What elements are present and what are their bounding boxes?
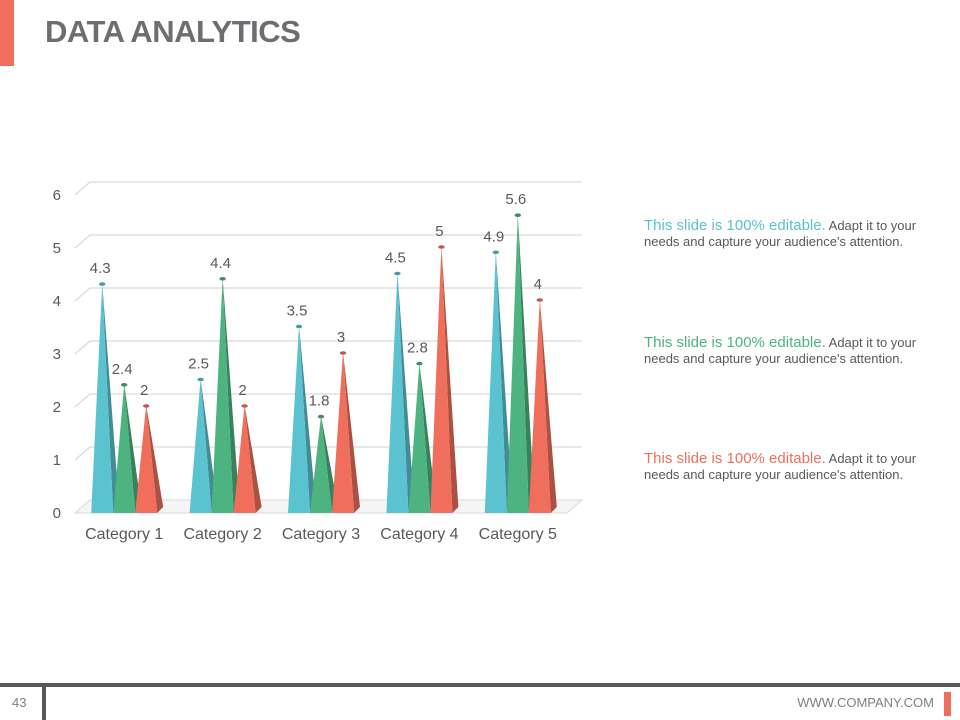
bar-depth (343, 352, 360, 513)
bar-cap (219, 277, 226, 281)
bar-depth (441, 246, 459, 513)
note-1-body: Adapt it to your needs and capture your … (644, 218, 917, 249)
bar (310, 415, 332, 513)
y-tick-label: 3 (53, 346, 61, 363)
bar-cap (438, 245, 445, 249)
gridline (74, 181, 582, 196)
category-label: Category 5 (479, 526, 557, 543)
bar-depth (495, 251, 513, 514)
bar-depth (222, 277, 240, 513)
bar (430, 246, 453, 513)
note-1-lead: This slide is 100% editable. (644, 217, 826, 234)
bar-depth (146, 405, 164, 513)
category-label: Category 4 (380, 526, 458, 543)
note-3: This slide is 100% editable. Adapt it to… (644, 451, 924, 483)
y-tick-label: 5 (53, 240, 61, 257)
bar-cap (514, 213, 521, 217)
bar-depth (244, 405, 262, 513)
y-tick-label: 1 (53, 452, 61, 469)
bar (408, 362, 431, 513)
bar (332, 352, 354, 513)
bar (135, 405, 158, 513)
note-1: This slide is 100% editable. Adapt it to… (644, 218, 924, 250)
data-label: 4.9 (483, 228, 504, 245)
data-label: 4.3 (90, 260, 111, 277)
data-label: 3.5 (287, 303, 308, 320)
category-label: Category 2 (183, 526, 261, 543)
page-title: DATA ANALYTICS (45, 14, 301, 49)
note-3-body: Adapt it to your needs and capture your … (644, 451, 917, 482)
bar-cap (492, 250, 499, 255)
page-number: 43 (12, 695, 27, 710)
data-label: 2.4 (112, 361, 133, 378)
y-tick-label: 0 (53, 505, 61, 522)
bar (113, 383, 136, 513)
bar-depth (517, 214, 535, 513)
bar (189, 378, 212, 513)
gridline (74, 340, 582, 355)
data-label: 4.5 (385, 250, 406, 267)
data-label: 2.8 (407, 340, 428, 357)
y-tick-label: 4 (53, 293, 61, 310)
bar (506, 214, 529, 513)
gridline (74, 287, 582, 302)
title-accent-bar (0, 0, 14, 66)
bar-cap (295, 324, 303, 329)
bar (211, 277, 234, 513)
data-label: 5.6 (505, 191, 526, 208)
bar (91, 283, 114, 513)
category-label: Category 3 (282, 526, 360, 543)
note-2-body: Adapt it to your needs and capture your … (644, 335, 917, 366)
footer-url: WWW.COMPANY.COM (797, 695, 934, 710)
footer-divider (0, 683, 960, 687)
bar-cap (143, 404, 150, 408)
data-label: 2 (238, 382, 246, 399)
gridline (74, 234, 582, 249)
data-label: 3 (337, 329, 345, 346)
bar-depth (102, 283, 120, 513)
data-label: 4 (534, 276, 542, 293)
bar (484, 251, 507, 514)
bar-cap (99, 282, 106, 286)
bar-depth (539, 299, 557, 513)
data-label: 2.5 (188, 356, 209, 373)
footer-accent-bar (944, 692, 951, 716)
bar-cap (394, 271, 401, 276)
bar-cap (121, 383, 128, 387)
note-3-lead: This slide is 100% editable. (644, 450, 826, 467)
bar (528, 299, 551, 513)
note-2: This slide is 100% editable. Adapt it to… (644, 335, 924, 367)
data-label: 2 (140, 382, 148, 399)
note-2-lead: This slide is 100% editable. (644, 334, 826, 351)
bar-cap (416, 361, 423, 366)
y-tick-label: 6 (53, 187, 61, 204)
bar-cap (241, 404, 248, 408)
bar-cap (339, 351, 347, 355)
bar (233, 405, 256, 513)
footer-page-divider (42, 683, 46, 720)
data-label: 4.4 (210, 255, 231, 272)
category-label: Category 1 (85, 526, 163, 543)
data-label: 1.8 (309, 393, 330, 410)
bar-depth (124, 383, 142, 513)
bar-cap (317, 414, 325, 419)
bar (386, 272, 409, 513)
bar-cap (536, 298, 543, 302)
bar-depth (299, 325, 316, 513)
y-tick-label: 2 (53, 399, 61, 416)
bar (288, 325, 310, 513)
bar-depth (397, 272, 415, 513)
bar-cap (197, 377, 204, 382)
data-label: 5 (435, 223, 443, 240)
